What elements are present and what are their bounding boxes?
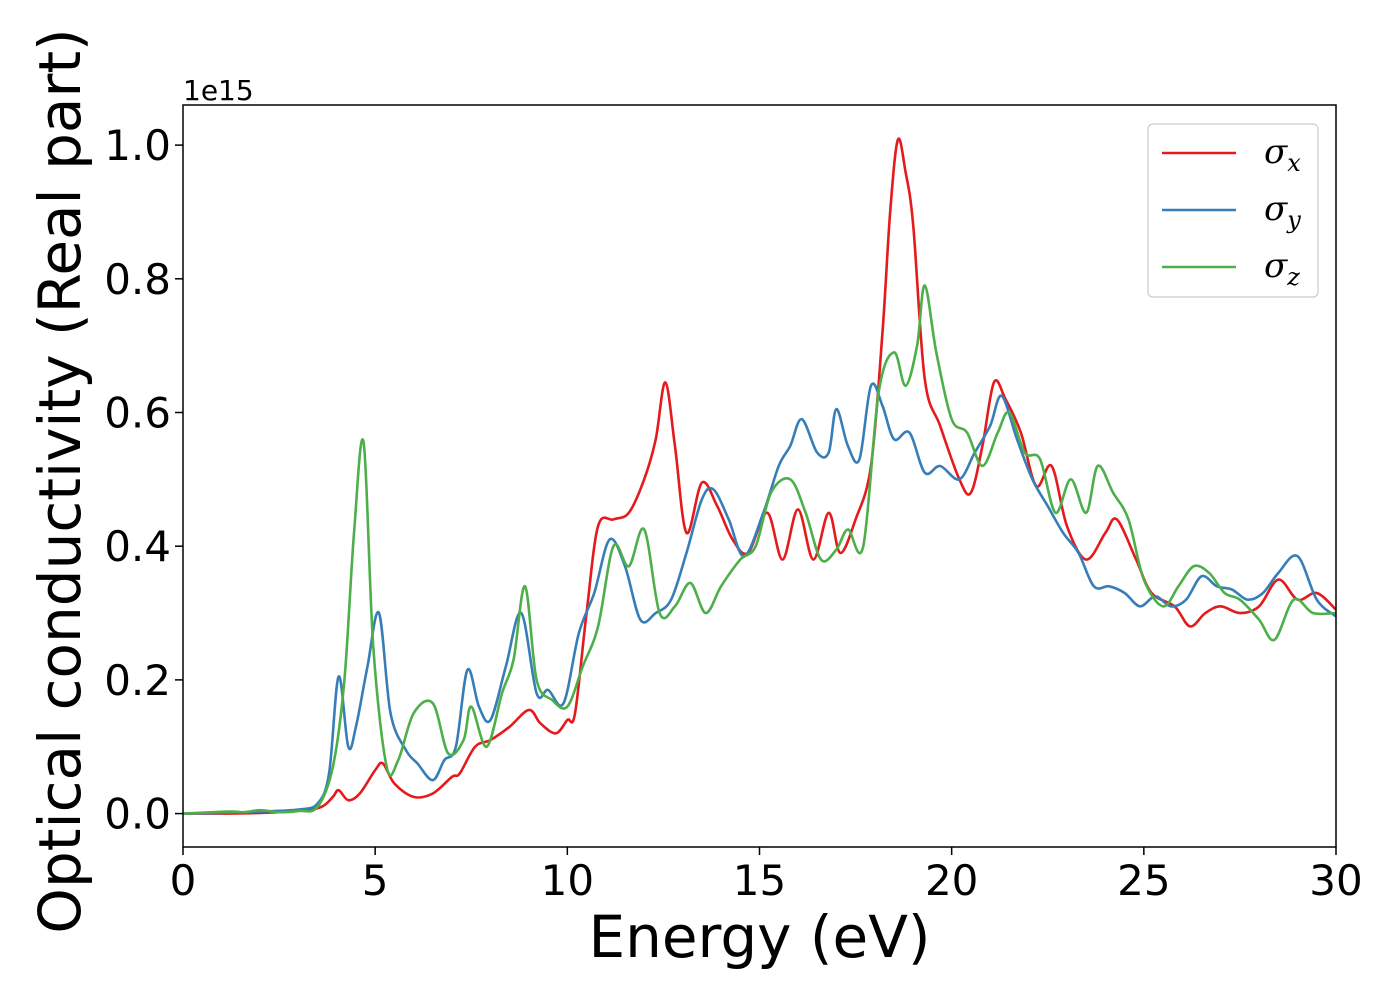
y-offset-label: 1e15 bbox=[183, 74, 254, 107]
y-tick-label: 0.4 bbox=[104, 522, 171, 571]
y-axis: 0.0 0.2 0.4 0.6 0.8 1.0 bbox=[104, 121, 183, 839]
legend: σx σy σz bbox=[1147, 123, 1319, 298]
y-tick-label: 0.2 bbox=[104, 656, 171, 705]
legend-label-z: σz bbox=[1264, 246, 1300, 291]
series-lines bbox=[183, 137, 1336, 815]
x-axis-label: Energy (eV) bbox=[588, 903, 930, 971]
series-line-z bbox=[183, 284, 1336, 815]
y-tick-label: 0.8 bbox=[104, 255, 171, 304]
y-axis-label: Optical conductivity (Real part) bbox=[26, 28, 94, 933]
x-tick-label: 30 bbox=[1309, 856, 1362, 905]
x-tick-label: 0 bbox=[170, 856, 197, 905]
x-tick-label: 20 bbox=[925, 856, 978, 905]
y-tick-label: 0.0 bbox=[104, 790, 171, 839]
x-tick-label: 25 bbox=[1117, 856, 1170, 905]
y-tick-label: 1.0 bbox=[104, 121, 171, 170]
x-tick-label: 10 bbox=[541, 856, 594, 905]
legend-label-x: σx bbox=[1264, 132, 1301, 177]
x-tick-label: 5 bbox=[362, 856, 389, 905]
legend-label-y: σy bbox=[1264, 189, 1301, 234]
x-axis: 0 5 10 15 20 25 30 bbox=[170, 847, 1363, 905]
x-tick-label: 15 bbox=[733, 856, 786, 905]
y-tick-label: 0.6 bbox=[104, 388, 171, 437]
series-line-x bbox=[183, 137, 1336, 815]
